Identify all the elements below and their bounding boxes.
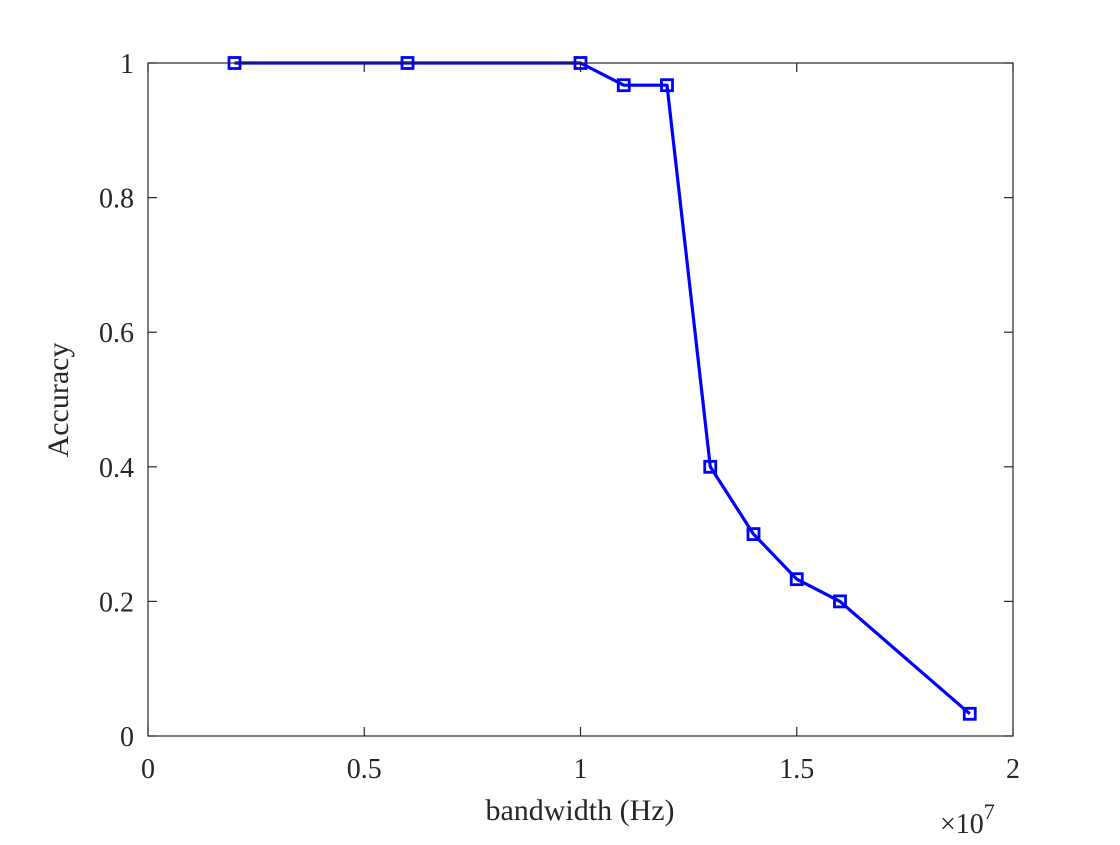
x-tick-label: 0.5	[347, 754, 382, 785]
y-tick-label: 0.6	[99, 318, 134, 349]
x-axis-exponent-power: 7	[984, 799, 995, 824]
x-axis-exponent: ×107	[940, 799, 995, 840]
data-point-marker	[660, 78, 674, 93]
y-tick-label: 0	[120, 722, 134, 753]
x-tick-label: 0	[141, 754, 155, 785]
data-point-marker	[703, 459, 718, 474]
y-axis-label: Accuracy	[42, 343, 75, 458]
x-axis-ticks: 0 0.5 1 1.5 2	[141, 63, 1020, 785]
data-point-marker	[833, 594, 847, 609]
x-axis-exponent-base: ×10	[940, 809, 984, 840]
data-point-marker	[962, 706, 977, 721]
y-axis-ticks: 0 0.2 0.4 0.6 0.8 1	[99, 49, 1013, 753]
data-point-marker	[616, 78, 631, 93]
x-tick-label: 1	[574, 754, 588, 785]
y-tick-label: 1	[120, 49, 134, 80]
data-point-marker	[789, 572, 804, 587]
x-tick-label: 1.5	[779, 754, 814, 785]
x-axis-label: bandwidth (Hz)	[485, 794, 674, 827]
x-tick-label: 2	[1006, 754, 1020, 785]
plot-area-frame	[147, 62, 1014, 737]
plot-area-background	[148, 63, 1013, 736]
y-tick-label: 0.4	[99, 453, 134, 484]
y-tick-label: 0.8	[99, 184, 134, 215]
y-tick-label: 0.2	[99, 587, 134, 618]
data-point-marker	[746, 527, 761, 541]
